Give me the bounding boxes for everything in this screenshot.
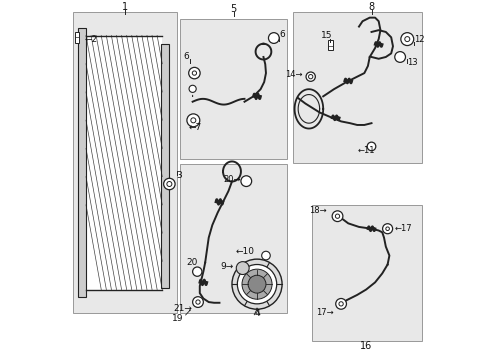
Circle shape [335,214,339,219]
Circle shape [247,275,265,293]
Circle shape [335,298,346,309]
Circle shape [192,267,202,276]
Circle shape [188,67,200,79]
Text: 6: 6 [279,30,285,39]
Text: 6: 6 [183,53,189,62]
FancyArrowPatch shape [185,310,190,315]
Bar [312,206,421,341]
Circle shape [338,302,343,306]
Text: 12: 12 [414,35,424,44]
Text: ←17: ←17 [394,224,411,233]
Circle shape [192,71,196,75]
Circle shape [192,297,203,307]
Text: 21→: 21→ [173,304,192,313]
Circle shape [385,227,388,230]
Text: 17→: 17→ [316,307,333,316]
Circle shape [241,176,251,186]
Circle shape [382,224,392,234]
Text: ←7: ←7 [189,123,202,132]
Text: 1: 1 [122,2,127,12]
Bar [86,36,162,289]
Text: 4: 4 [254,309,259,318]
Circle shape [242,269,271,299]
Text: 20: 20 [186,258,198,267]
Circle shape [261,251,270,260]
Circle shape [237,265,276,304]
Text: 15: 15 [321,31,332,40]
Circle shape [190,118,195,123]
Circle shape [189,85,196,93]
Bar [161,45,169,288]
Bar [292,12,421,162]
Text: ←2: ←2 [84,35,98,44]
Text: 16: 16 [359,341,371,351]
Bar [74,32,79,43]
Bar [180,19,287,159]
Text: ←11: ←11 [357,146,375,155]
Circle shape [166,181,171,186]
Circle shape [163,178,175,190]
Bar [78,28,86,297]
Circle shape [195,300,200,304]
Text: 14→: 14→ [285,70,302,79]
Text: ←10: ←10 [235,247,254,256]
Text: 19: 19 [172,314,183,323]
Text: 20→: 20→ [223,175,241,184]
Text: 13: 13 [407,58,417,67]
Circle shape [308,75,312,79]
Circle shape [404,37,409,42]
Text: 9→: 9→ [220,262,233,271]
Circle shape [268,33,279,44]
Bar [73,12,176,313]
Bar [327,40,332,50]
Circle shape [186,114,200,127]
Text: 18→: 18→ [308,206,326,215]
Circle shape [331,211,342,221]
Circle shape [394,51,405,62]
Circle shape [236,262,249,275]
Text: 5: 5 [230,4,236,14]
Text: 8: 8 [367,2,374,12]
Text: 3: 3 [176,171,182,180]
Bar [180,164,287,313]
Circle shape [400,33,413,46]
Circle shape [231,259,282,309]
Circle shape [366,142,375,151]
Circle shape [305,72,315,81]
